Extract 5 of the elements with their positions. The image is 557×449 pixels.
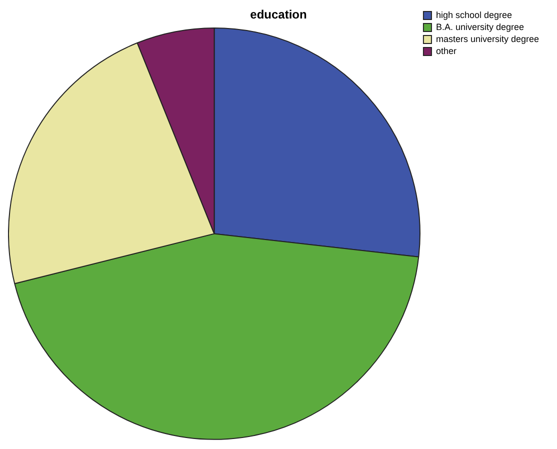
legend-label: high school degree <box>436 10 512 20</box>
chart-title: education <box>250 8 307 22</box>
legend-label: other <box>436 46 456 56</box>
legend-label: masters university degree <box>436 34 540 44</box>
legend-label: B.A. university degree <box>436 22 524 32</box>
